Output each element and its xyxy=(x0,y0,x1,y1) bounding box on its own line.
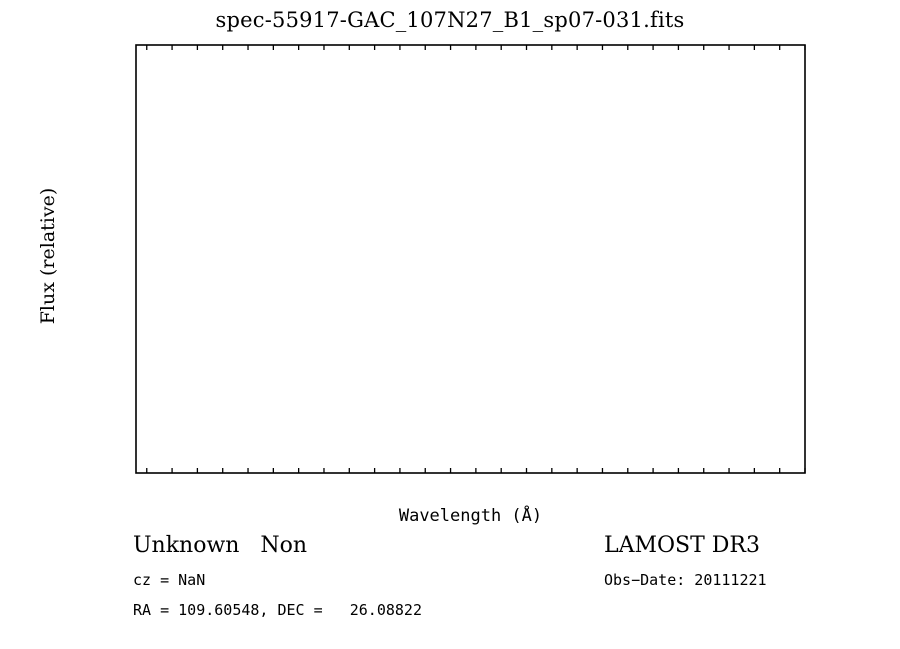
coordinates: RA = 109.60548, DEC = 26.08822 xyxy=(133,601,422,619)
survey-name: LAMOST DR3 xyxy=(604,533,760,558)
object-class: Unknown Non xyxy=(133,533,308,558)
y-axis-title: Flux (relative) xyxy=(37,187,59,325)
obs-date: Obs−Date: 20111221 xyxy=(604,571,767,589)
footer-right-column: LAMOST DR3 Obs−Date: 20111221 xyxy=(604,533,767,595)
footer-left-column: Unknown Non cz = NaN RA = 109.60548, DEC… xyxy=(133,533,422,625)
cz-value: cz = NaN xyxy=(133,571,206,589)
plot-frame xyxy=(135,44,806,474)
figure-footer: Unknown Non cz = NaN RA = 109.60548, DEC… xyxy=(0,533,900,643)
x-axis-title: Wavelength (Å) xyxy=(398,506,543,526)
page-title: spec-55917-GAC_107N27_B1_sp07-031.fits xyxy=(215,8,685,32)
